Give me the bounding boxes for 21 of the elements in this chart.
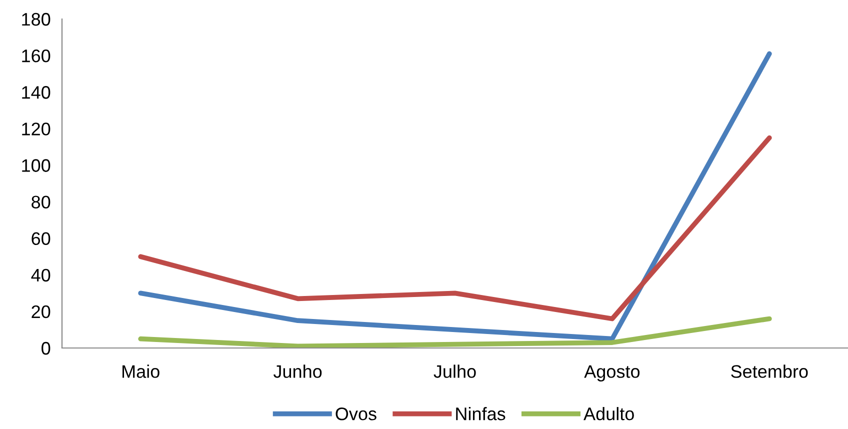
y-tick-label: 80: [32, 196, 50, 208]
y-tick-label: 180: [22, 12, 50, 26]
y-tick-label: 140: [22, 86, 50, 99]
line-series: [138, 316, 772, 348]
y-tick-label: 20: [32, 305, 50, 318]
line-series: [138, 51, 772, 342]
x-tick-label: Julho: [434, 364, 476, 378]
y-tick-label: 120: [22, 122, 50, 136]
y-tick-label: 0: [42, 342, 50, 355]
y-tick-label: 40: [31, 268, 50, 282]
x-tick-label: Maio: [122, 364, 160, 378]
y-tick-label: 160: [22, 49, 50, 62]
legend-label: Adulto: [584, 407, 634, 420]
line-series: [138, 135, 772, 322]
x-tick-label: Setembro: [731, 364, 808, 378]
y-tick-label: 100: [22, 159, 50, 172]
x-tick-label: Agosto: [584, 365, 640, 382]
x-tick-label: Junho: [273, 364, 322, 378]
legend-label: Ovos: [336, 407, 376, 420]
legend-label: Ninfas: [456, 407, 506, 420]
y-tick-label: 60: [32, 232, 50, 246]
